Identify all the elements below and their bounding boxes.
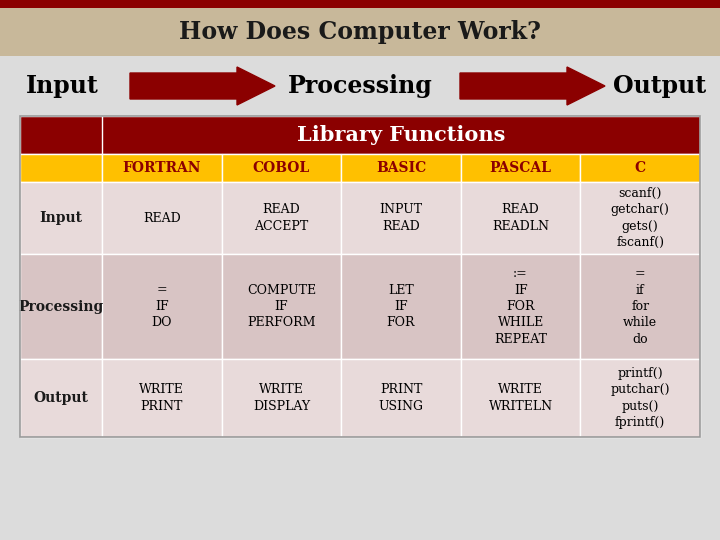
Bar (222, 254, 341, 359)
Bar (461, 359, 580, 437)
Bar (102, 154, 222, 182)
Bar (461, 154, 580, 182)
Bar (580, 359, 700, 437)
Text: Library Functions: Library Functions (297, 125, 505, 145)
Text: PRINT
USING: PRINT USING (379, 383, 423, 413)
Text: COMPUTE
IF
PERFORM: COMPUTE IF PERFORM (247, 284, 316, 329)
Text: WRITE
DISPLAY: WRITE DISPLAY (253, 383, 310, 413)
Text: Output: Output (34, 391, 89, 405)
Bar (20, 359, 102, 437)
Text: scanf()
getchar()
gets()
fscanf(): scanf() getchar() gets() fscanf() (611, 187, 670, 249)
Text: Processing: Processing (19, 300, 104, 314)
Text: C: C (634, 161, 646, 175)
Bar (341, 254, 461, 359)
Text: Input: Input (40, 211, 83, 225)
Text: INPUT
READ: INPUT READ (379, 203, 423, 233)
Bar (341, 359, 461, 437)
Text: =
if
for
while
do: = if for while do (623, 267, 657, 346)
Text: PASCAL: PASCAL (490, 161, 552, 175)
Bar (0, 8, 720, 56)
Bar (20, 182, 102, 254)
Text: READ
READLN: READ READLN (492, 203, 549, 233)
Text: :=
IF
FOR
WHILE
REPEAT: := IF FOR WHILE REPEAT (494, 267, 547, 346)
Bar (222, 154, 341, 182)
Text: Processing: Processing (287, 74, 433, 98)
Text: COBOL: COBOL (253, 161, 310, 175)
Bar (102, 359, 222, 437)
Text: LET
IF
FOR: LET IF FOR (387, 284, 415, 329)
Bar (580, 254, 700, 359)
Bar (20, 116, 700, 154)
Bar (222, 182, 341, 254)
Text: BASIC: BASIC (376, 161, 426, 175)
Text: READ: READ (143, 212, 181, 225)
Bar (20, 116, 700, 437)
Bar (341, 182, 461, 254)
Bar (0, 56, 720, 116)
Text: printf()
putchar()
puts()
fprintf(): printf() putchar() puts() fprintf() (611, 367, 670, 429)
Text: READ
ACCEPT: READ ACCEPT (254, 203, 309, 233)
Text: Output: Output (613, 74, 706, 98)
Text: How Does Computer Work?: How Does Computer Work? (179, 20, 541, 44)
Text: =
IF
DO: = IF DO (151, 284, 172, 329)
Bar (0, 0, 720, 8)
Text: Input: Input (26, 74, 99, 98)
Bar (102, 182, 222, 254)
Bar (20, 254, 102, 359)
Bar (461, 254, 580, 359)
Bar (20, 154, 102, 182)
FancyArrow shape (460, 67, 605, 105)
Bar (580, 154, 700, 182)
Bar (20, 116, 102, 154)
Text: FORTRAN: FORTRAN (122, 161, 201, 175)
Bar (341, 154, 461, 182)
FancyArrow shape (130, 67, 275, 105)
Bar (222, 359, 341, 437)
Bar (580, 182, 700, 254)
Bar (102, 254, 222, 359)
Text: WRITE
WRITELN: WRITE WRITELN (489, 383, 553, 413)
Text: WRITE
PRINT: WRITE PRINT (140, 383, 184, 413)
Bar (461, 182, 580, 254)
